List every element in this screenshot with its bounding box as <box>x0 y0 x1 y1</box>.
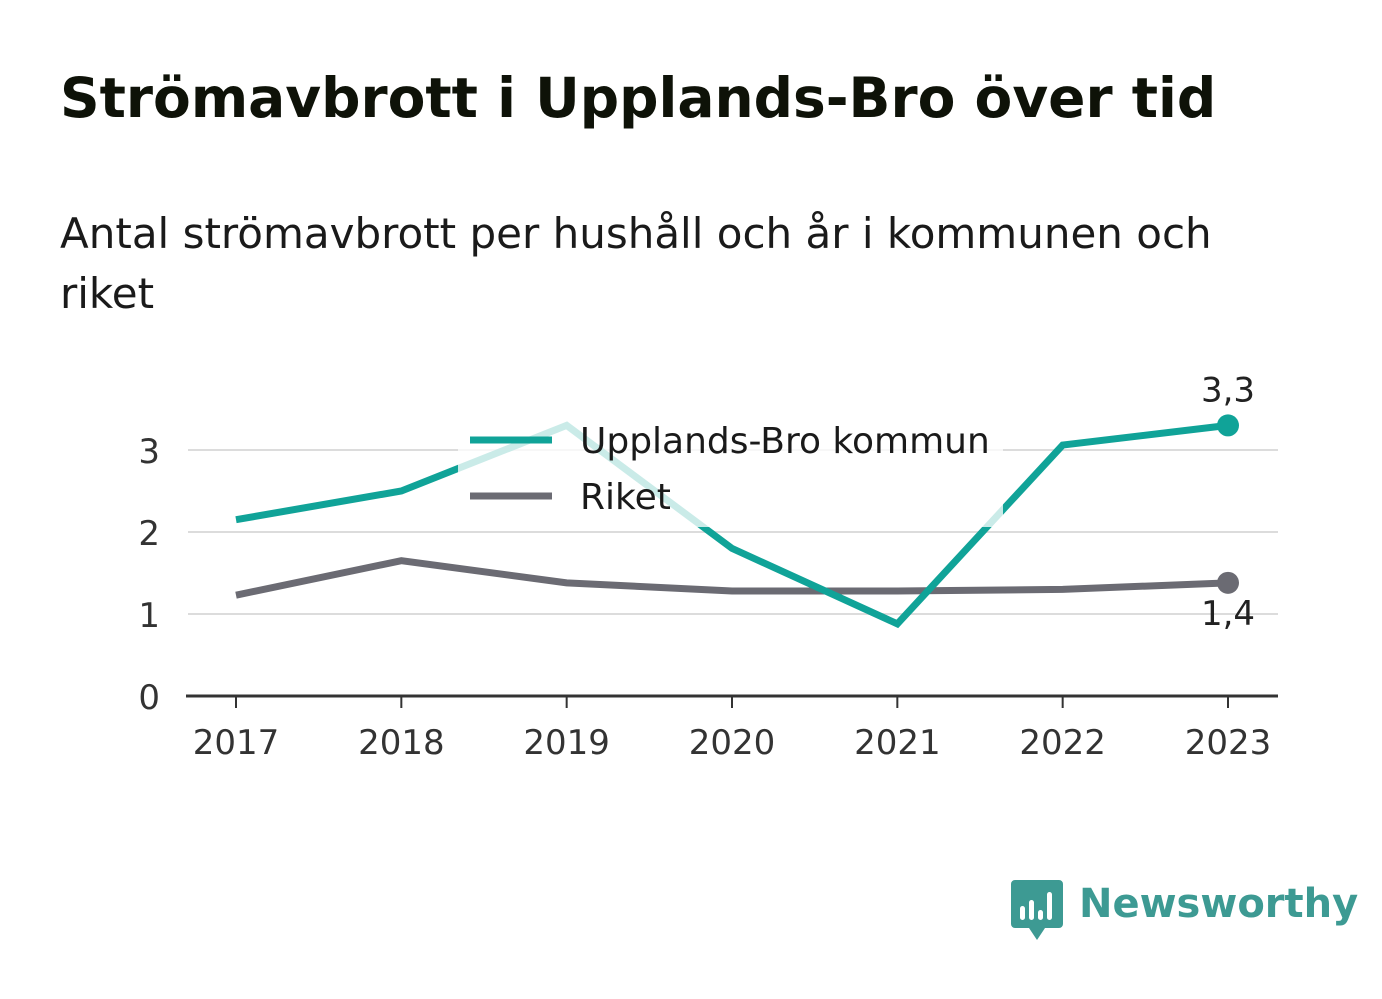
axes: 0 1 2 3 2017 2018 2019 2020 2021 2022 2023 <box>138 432 1278 763</box>
chart-title: Strömavbrott i Upplands-Bro över tid <box>60 66 1217 130</box>
legend: Upplands-Bro kommun Riket <box>458 405 1003 527</box>
brand-name: Newsworthy <box>1079 881 1359 927</box>
x-tick-label: 2023 <box>1185 723 1272 763</box>
series-line <box>235 421 1229 629</box>
x-tick-label: 2017 <box>193 723 280 763</box>
newsworthy-bar-chart-icon <box>1011 880 1063 940</box>
end-data-label: 1,4 <box>1201 594 1255 634</box>
legend-background <box>458 405 1003 527</box>
legend-label: Riket <box>580 477 671 518</box>
series-end-marker <box>1217 571 1239 594</box>
end-labels: 1,4 3,3 <box>1201 370 1255 633</box>
legend-label: Upplands-Bro kommun <box>580 421 990 462</box>
x-tick-label: 2018 <box>358 723 445 763</box>
y-tick-label: 2 <box>138 514 160 554</box>
x-tick-label: 2021 <box>854 723 941 763</box>
x-tick-label: 2022 <box>1019 723 1106 763</box>
series-lines <box>235 414 1239 629</box>
end-data-label: 3,3 <box>1201 370 1255 410</box>
y-tick-label: 3 <box>138 432 160 472</box>
x-tick-label: 2019 <box>523 723 610 763</box>
chart-subtitle: Antal strömavbrott per hushåll och år i … <box>60 209 1212 318</box>
y-tick-label: 1 <box>138 596 160 636</box>
series-line <box>235 557 1229 599</box>
series-end-marker <box>1217 414 1239 437</box>
y-tick-label: 0 <box>138 678 160 718</box>
x-tick-label: 2020 <box>689 723 776 763</box>
